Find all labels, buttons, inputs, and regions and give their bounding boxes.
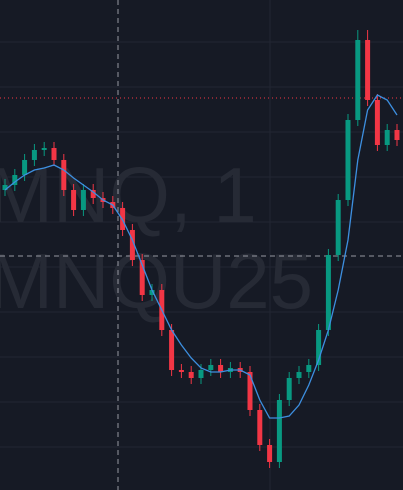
- candle-body: [218, 365, 224, 372]
- candle-body: [296, 372, 302, 378]
- candle-body: [149, 290, 155, 295]
- candle-body: [188, 372, 194, 378]
- plot: [2, 30, 400, 468]
- candle-body: [178, 370, 184, 372]
- candle-body: [257, 410, 263, 445]
- candle-body: [276, 400, 282, 462]
- candle-body: [247, 372, 253, 410]
- candle-body: [335, 200, 341, 255]
- candle-body: [80, 190, 86, 210]
- candle-body: [208, 365, 214, 370]
- candle-body: [355, 40, 361, 120]
- candle-body: [345, 120, 351, 200]
- candle-body: [2, 185, 8, 190]
- candle-body: [22, 160, 28, 175]
- moving-average: [4, 94, 398, 419]
- candle-body: [306, 365, 312, 372]
- candle-body: [90, 190, 96, 198]
- candle-body: [286, 378, 292, 400]
- candle-body: [267, 445, 273, 462]
- candle-body: [41, 148, 47, 150]
- candle-body: [12, 175, 18, 185]
- candle-body: [198, 370, 204, 378]
- candle-body: [129, 230, 135, 260]
- candle-body: [394, 130, 400, 140]
- candle-body: [51, 148, 57, 160]
- candle-body: [61, 160, 67, 190]
- candle-body: [31, 150, 37, 160]
- watermark-symbol: MNQ, 1: [0, 151, 257, 239]
- candle-body: [374, 100, 380, 145]
- candle-body: [325, 255, 331, 330]
- candle-body: [316, 330, 322, 365]
- candle-body: [365, 40, 371, 100]
- watermark-contract: MNQU25: [0, 237, 313, 325]
- candle-body: [139, 260, 145, 295]
- candle-body: [169, 330, 175, 370]
- candle-body: [384, 130, 390, 145]
- candle-body: [71, 190, 77, 210]
